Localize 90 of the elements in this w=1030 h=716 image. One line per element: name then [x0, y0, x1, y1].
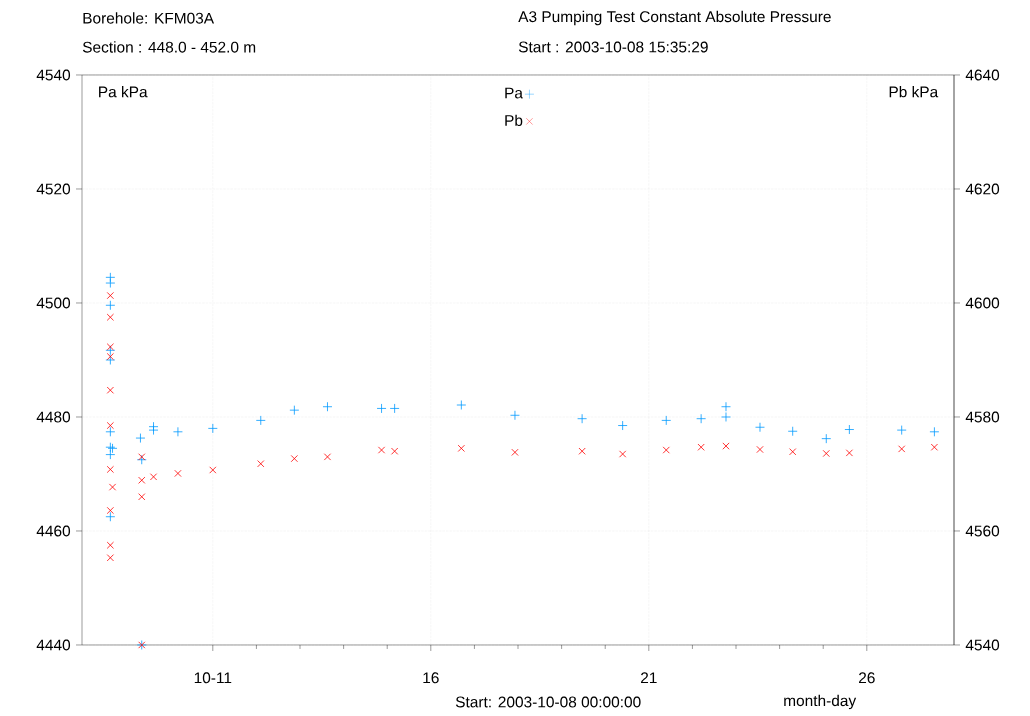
point [105, 345, 116, 356]
y2-tick-label: 4600 [965, 297, 1000, 309]
point [376, 403, 387, 414]
point [108, 483, 117, 491]
point [135, 433, 146, 443]
point [510, 410, 520, 421]
point [105, 355, 116, 365]
point [821, 433, 832, 444]
y-tick-label: 4500 [36, 297, 71, 309]
point [106, 291, 114, 300]
point [789, 448, 797, 456]
chart-subtitle: Start : 2003-10-08 15:35:29 [518, 41, 708, 53]
point [322, 401, 333, 412]
y-tick-label: 4520 [36, 183, 71, 195]
point [106, 465, 114, 474]
point [822, 449, 830, 458]
chart-title: A3 Pumping Test Constant Absolute Pressure [518, 10, 831, 26]
point [209, 466, 217, 474]
point [106, 343, 114, 351]
point [511, 448, 519, 456]
point [389, 403, 400, 414]
y2-tick-label: 4640 [965, 69, 1000, 81]
x-tick-label: 26 [859, 672, 875, 684]
point [106, 421, 114, 430]
point [456, 400, 467, 410]
point [148, 421, 159, 432]
point [845, 449, 853, 457]
y2-tick-label: 4560 [965, 525, 1000, 537]
y2-axis-title: Pb kPa [889, 86, 939, 98]
text: Section : 448.0 - 452.0 m [82, 41, 256, 53]
y-tick-label: 4440 [36, 639, 71, 651]
point [138, 453, 146, 461]
point [257, 460, 265, 468]
point [457, 444, 465, 452]
point [106, 386, 114, 394]
point [289, 405, 300, 416]
y2-tick-label: 4580 [965, 411, 1000, 423]
x-tick-label: 16 [423, 672, 439, 684]
y-tick-label: 4460 [36, 525, 71, 537]
point [105, 426, 116, 437]
point [577, 413, 588, 424]
text: Start: 2003-10-08 00:00:00 [455, 696, 641, 708]
y-axis-title: Pa kPa [99, 86, 148, 98]
point [755, 422, 765, 433]
point [106, 541, 114, 549]
point [105, 449, 116, 460]
y2-tick-label: 4620 [965, 183, 1000, 195]
point [721, 401, 731, 412]
point [721, 412, 731, 422]
x-axis-title: month-day [784, 694, 857, 710]
point [105, 278, 116, 288]
point [138, 476, 146, 484]
x-tick-label: 10-11 [194, 672, 232, 684]
point [617, 420, 628, 431]
point [174, 469, 182, 477]
point [787, 426, 798, 437]
point [207, 423, 218, 434]
point [578, 447, 586, 455]
point [105, 300, 116, 311]
point [323, 453, 332, 461]
point [391, 447, 399, 455]
point [106, 506, 114, 515]
point [756, 445, 764, 454]
point [697, 443, 705, 451]
text: Borehole: KFM03A [83, 12, 215, 24]
point [138, 493, 146, 501]
point [149, 473, 158, 481]
point [844, 424, 855, 435]
point [290, 455, 298, 463]
y-tick-label: 4480 [36, 411, 71, 423]
point [106, 554, 114, 562]
legend-label: Pb [505, 114, 523, 126]
point [173, 426, 183, 437]
legend-label: Pa [505, 87, 523, 99]
point [619, 450, 627, 458]
point [929, 426, 940, 437]
point [898, 445, 906, 453]
point [662, 446, 670, 454]
point [930, 443, 938, 451]
point [106, 352, 114, 361]
y-tick-label: 4540 [36, 69, 71, 81]
point [255, 415, 266, 426]
point [377, 446, 386, 454]
point [106, 313, 114, 321]
y2-tick-label: 4540 [965, 639, 1000, 651]
point [696, 413, 707, 424]
point [896, 425, 907, 435]
point [105, 511, 116, 522]
point [661, 415, 672, 426]
x-tick-label: 21 [641, 672, 657, 684]
